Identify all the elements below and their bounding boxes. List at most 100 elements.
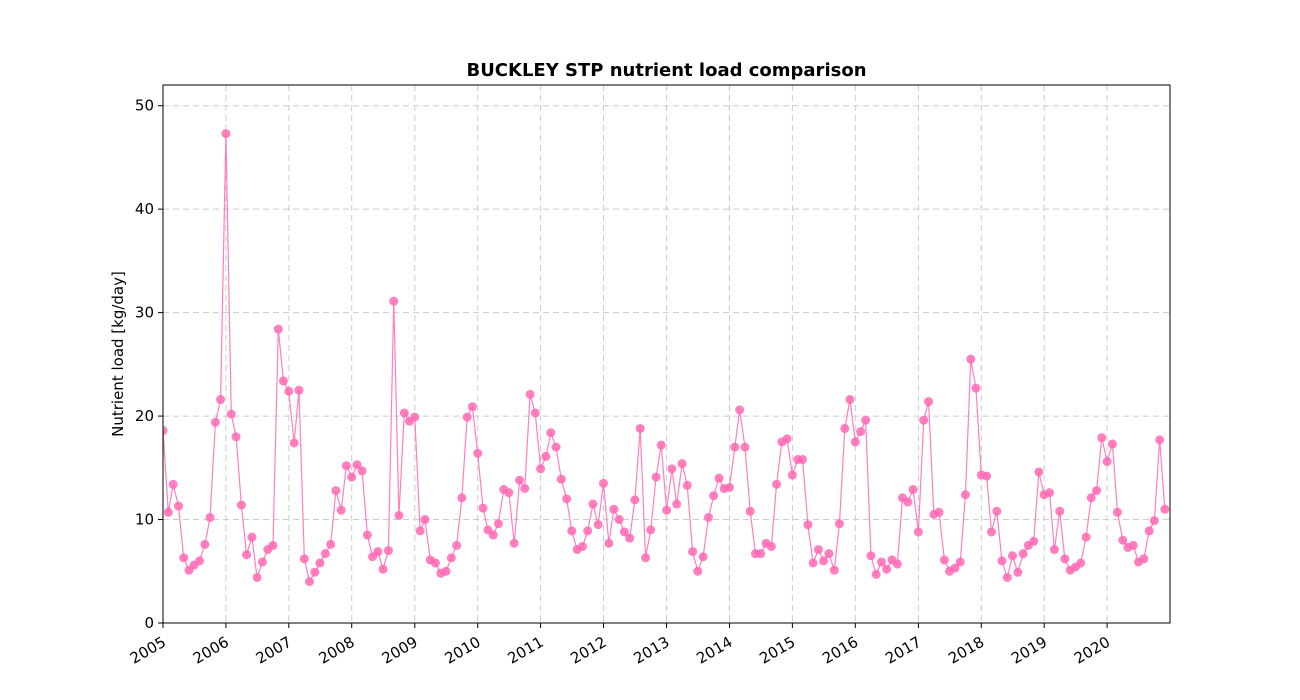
data-point [861,415,871,425]
data-point [960,490,970,500]
data-point [856,427,866,437]
data-point [982,471,992,481]
data-point [515,475,525,485]
data-point [320,549,330,559]
data-point [268,540,278,550]
data-point [1160,504,1170,514]
data-point [509,538,519,548]
data-point [840,423,850,433]
data-point [310,567,320,577]
data-point [536,464,546,474]
data-point [1102,457,1112,467]
data-point [939,555,949,565]
data-point [992,506,1002,516]
data-point [871,569,881,579]
data-point [1086,493,1096,503]
data-point [562,494,572,504]
data-point [997,556,1007,566]
data-point [829,565,839,575]
data-point [877,557,886,567]
data-point [1002,572,1012,582]
data-point [986,527,996,537]
data-point [399,408,409,418]
data-point [834,519,844,529]
data-point [326,539,336,549]
y-tick-label: 20 [135,407,154,425]
data-point [955,557,965,567]
data-point [504,488,514,498]
data-point [583,526,593,536]
data-point [604,538,614,548]
data-point [735,405,745,415]
data-point [609,504,619,514]
data-point [1060,554,1070,564]
data-point [714,473,724,483]
data-point [782,434,792,444]
data-point [730,442,740,452]
data-point [299,554,309,564]
data-point [331,486,341,496]
data-point [646,525,656,535]
data-point [651,472,661,482]
data-point [908,485,918,495]
data-point [488,530,498,540]
data-point [546,428,556,438]
data-point [195,556,205,566]
data-point [168,479,178,489]
data-point [577,541,587,551]
data-point [745,506,755,516]
data-point [410,412,420,422]
data-point [662,505,672,515]
data-point [813,545,823,555]
data-point [551,442,561,452]
data-point [1118,535,1128,545]
data-point [919,415,929,425]
data-point [373,547,383,557]
y-tick-label: 10 [135,511,154,529]
data-point [641,553,651,563]
data-point [667,464,677,474]
data-point [446,553,456,563]
data-point [798,455,808,465]
data-point [200,539,210,549]
data-point [457,493,467,503]
data-point [630,495,640,505]
data-point [221,129,231,139]
data-point [1092,486,1102,496]
data-point [882,564,892,574]
y-tick-label: 40 [135,200,154,218]
data-point [672,499,682,509]
chart-title: BUCKLEY STP nutrient load comparison [466,60,866,81]
data-point [1155,435,1165,445]
data-point [210,417,220,427]
data-point [242,550,252,560]
data-point [1076,558,1086,568]
data-point [625,533,635,543]
data-point [530,408,540,418]
data-point [179,553,189,563]
data-point [698,552,708,562]
data-point [257,557,267,567]
data-point [1045,488,1055,498]
data-point [913,527,923,537]
data-point [362,530,372,540]
data-point [252,572,262,582]
data-point [588,499,598,509]
data-point [703,512,713,522]
data-point [473,448,483,458]
data-point [357,466,367,476]
y-axis-label: Nutrient load [kg/day] [109,271,127,437]
data-point [934,507,944,517]
data-point [772,479,782,489]
data-point [389,296,399,306]
data-point [352,460,362,470]
data-point [1018,549,1028,559]
data-point [1144,526,1154,536]
data-point [756,549,766,559]
data-point [1107,439,1117,449]
data-point [1013,567,1023,577]
y-axis: 0 10 20 30 40 50 [135,97,163,632]
data-point [740,442,750,452]
data-point [452,540,462,550]
